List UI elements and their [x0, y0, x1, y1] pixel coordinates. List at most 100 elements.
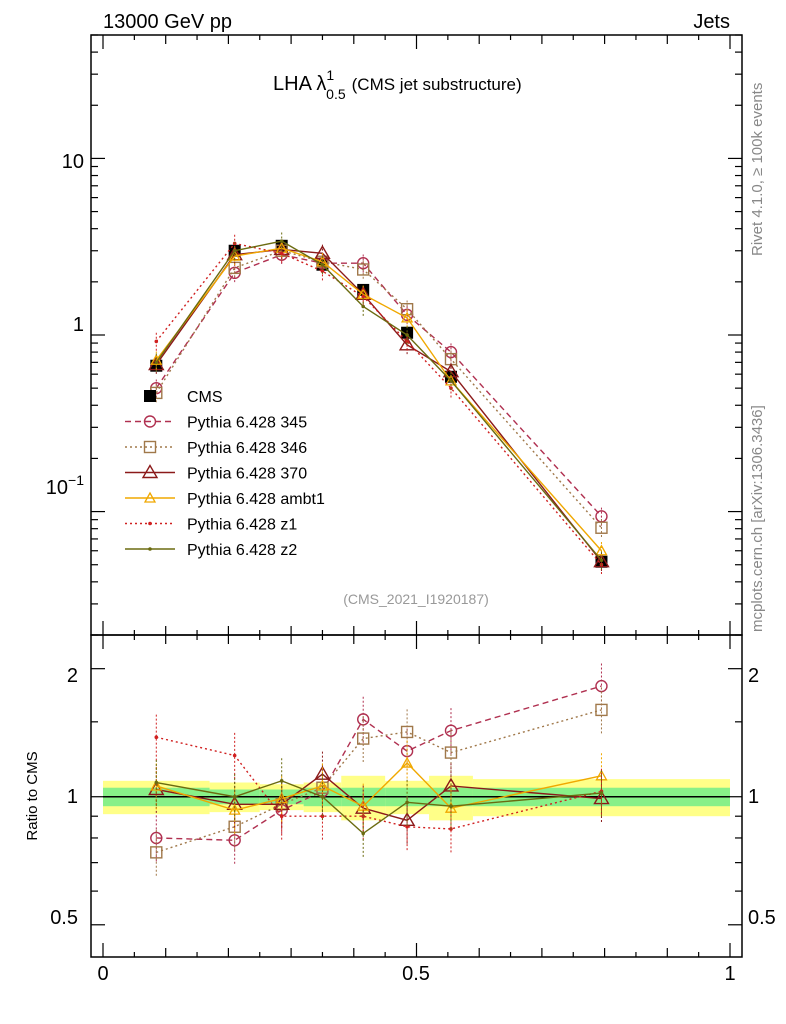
data-point — [595, 544, 608, 556]
legend-marker — [148, 547, 152, 551]
data-point — [595, 521, 608, 534]
ratio-point — [444, 746, 458, 759]
legend-marker — [148, 521, 152, 526]
plot-title-main: LHA λ — [273, 73, 326, 95]
legend-entry: Pythia 6.428 345 — [125, 415, 307, 432]
y-tick-label-10: 10 — [62, 151, 84, 173]
ratio-point — [320, 794, 325, 799]
data-point — [320, 269, 325, 273]
ratio-point — [357, 732, 370, 745]
legend: CMS Pythia 6.428 345 Pythia 6.428 346 Pythi… — [125, 389, 325, 559]
legend-label: Pythia 6.428 z2 — [187, 542, 297, 559]
legend-marker — [143, 415, 157, 428]
ratio-point — [150, 779, 163, 791]
legend-label: Pythia 6.428 345 — [187, 415, 307, 432]
legend-label: Pythia 6.428 ambt1 — [187, 491, 325, 508]
plot-title-sub: 0.5 — [326, 86, 346, 102]
main-plot-area — [148, 232, 610, 575]
header-right-label: Jets — [693, 11, 730, 33]
data-point — [357, 263, 370, 276]
series-pythia-6.428-345 — [150, 245, 608, 527]
data-point — [154, 360, 159, 365]
series-line — [155, 253, 602, 517]
ratio-point — [232, 753, 237, 758]
series-line — [155, 248, 603, 563]
legend-entry: Pythia 6.428 370 — [125, 464, 307, 483]
ratio-point — [154, 735, 159, 740]
legend-label: CMS — [187, 389, 223, 406]
series-line — [155, 247, 602, 552]
ratio-y-axis-label: Ratio to CMS — [24, 751, 41, 840]
y-tick-label-0.1-exp: −1 — [68, 472, 84, 488]
series-line — [155, 240, 603, 561]
ratio-point — [405, 824, 409, 829]
ratio-y-tick-label-2-right: 2 — [748, 665, 759, 687]
legend-entry: Pythia 6.428 z2 — [125, 542, 297, 559]
main-panel: 10 1 10−1 LHA λ1 0.5 (CMS jet substructure… — [46, 34, 743, 636]
ratio-point — [400, 756, 414, 768]
data-point — [361, 304, 366, 309]
ratio-panel: 2 1 0.5 2 1 0.5 Ratio to CMS 0 0.5 1 — [24, 634, 776, 985]
legend-label: Pythia 6.428 370 — [187, 466, 307, 483]
data-point — [232, 248, 237, 253]
legend-label: Pythia 6.428 z1 — [187, 517, 297, 534]
x-tick-label-0.5: 0.5 — [402, 963, 430, 985]
ratio-y-tick-label-2: 2 — [67, 665, 78, 687]
data-point — [444, 345, 458, 359]
ratio-point — [449, 804, 453, 809]
legend-entry: Pythia 6.428 ambt1 — [125, 491, 325, 508]
ratio-plot-area — [103, 663, 730, 876]
data-point — [599, 558, 604, 563]
analysis-id-label: (CMS_2021_I1920187) — [343, 591, 489, 607]
y-tick-label-0.1-base: 10 — [46, 477, 68, 499]
ratio-point — [232, 794, 237, 799]
ratio-point — [320, 814, 325, 819]
ratio-point — [316, 779, 329, 791]
data-point — [154, 339, 159, 344]
data-point — [449, 386, 453, 390]
main-axis-ticks — [91, 34, 742, 636]
series-line — [155, 250, 602, 529]
ratio-point — [400, 725, 414, 739]
ratio-point — [228, 803, 241, 815]
ratio-line — [156, 736, 602, 830]
ratio-line — [156, 780, 602, 835]
legend-entry: CMS — [144, 389, 223, 406]
data-point — [400, 311, 414, 323]
ratio-point — [595, 703, 608, 717]
y-tick-label-1: 1 — [73, 314, 84, 336]
legend-entry: Pythia 6.428 346 — [125, 440, 307, 457]
legend-marker — [144, 390, 156, 402]
ratio-point — [361, 831, 366, 836]
data-point — [405, 339, 409, 344]
ratio-point — [599, 791, 604, 795]
legend-entry: Pythia 6.428 z1 — [125, 517, 297, 534]
ratio-line — [156, 685, 602, 841]
ratio-axis-ticks — [91, 635, 742, 957]
data-point — [405, 333, 409, 337]
x-tick-label-0: 0 — [97, 963, 108, 985]
y-tick-label-0.1: 10−1 — [46, 472, 84, 499]
ratio-series-pythia-6.428-345 — [150, 663, 608, 864]
legend-marker — [141, 464, 159, 479]
ratio-point — [150, 846, 163, 859]
ratio-point — [154, 780, 159, 785]
ratio-y-tick-label-1: 1 — [67, 786, 78, 808]
ratio-point — [279, 779, 284, 783]
ratio-y-tick-label-0.5: 0.5 — [50, 907, 78, 929]
legend-marker — [143, 440, 157, 454]
ratio-y-tick-label-1-right: 1 — [748, 786, 759, 808]
plot-title-suffix: (CMS jet substructure) — [352, 75, 522, 94]
data-point — [279, 239, 284, 243]
ratio-line — [156, 709, 602, 854]
ratio-series-pythia-6.428-z2 — [154, 758, 604, 858]
legend-label: Pythia 6.428 346 — [187, 440, 307, 457]
ratio-line — [156, 762, 602, 811]
x-tick-label-1: 1 — [724, 963, 735, 985]
rivet-label: Rivet 4.1.0, ≥ 100k events — [749, 83, 766, 256]
plot-title: LHA λ1 0.5 (CMS jet substructure) — [273, 67, 522, 102]
data-point — [357, 257, 370, 270]
mcplots-label: mcplots.cern.ch [arXiv:1306.3436] — [749, 405, 766, 632]
plot-title-sup: 1 — [326, 67, 334, 83]
